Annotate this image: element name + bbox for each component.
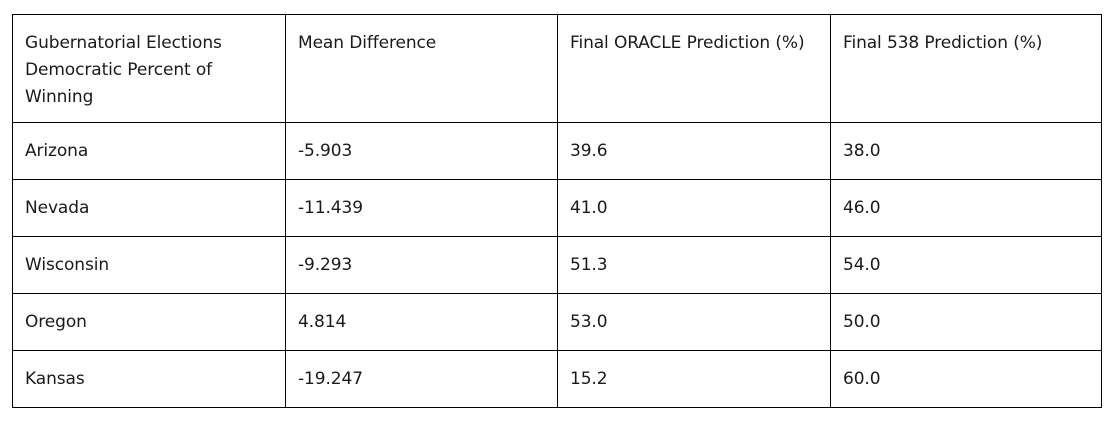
header-cell-538-prediction: Final 538 Prediction (%): [830, 14, 1102, 123]
header-cell-mean-difference: Mean Difference: [285, 14, 558, 123]
table-row: Wisconsin -9.293 51.3 54.0: [12, 236, 1102, 294]
oracle-prediction-cell: 39.6: [557, 122, 831, 180]
header-cell-oracle-prediction: Final ORACLE Prediction (%): [557, 14, 831, 123]
header-cell-election: Gubernatorial Elections Democratic Perce…: [12, 14, 286, 123]
mean-difference-cell: -5.903: [285, 122, 558, 180]
state-cell: Nevada: [12, 179, 286, 237]
mean-difference-cell: -19.247: [285, 350, 558, 408]
mean-difference-cell: -11.439: [285, 179, 558, 237]
state-cell: Arizona: [12, 122, 286, 180]
oracle-prediction-cell: 15.2: [557, 350, 831, 408]
state-cell: Oregon: [12, 293, 286, 351]
table-row: Kansas -19.247 15.2 60.0: [12, 350, 1102, 408]
538-prediction-cell: 60.0: [830, 350, 1102, 408]
538-prediction-cell: 50.0: [830, 293, 1102, 351]
table-header-row: Gubernatorial Elections Democratic Perce…: [12, 14, 1102, 123]
table-container: Gubernatorial Elections Democratic Perce…: [12, 14, 1102, 408]
mean-difference-cell: 4.814: [285, 293, 558, 351]
538-prediction-cell: 54.0: [830, 236, 1102, 294]
table-row: Arizona -5.903 39.6 38.0: [12, 122, 1102, 180]
table-row: Nevada -11.439 41.0 46.0: [12, 179, 1102, 237]
oracle-prediction-cell: 41.0: [557, 179, 831, 237]
predictions-table: Gubernatorial Elections Democratic Perce…: [12, 14, 1102, 408]
state-cell: Kansas: [12, 350, 286, 408]
538-prediction-cell: 38.0: [830, 122, 1102, 180]
table-row: Oregon 4.814 53.0 50.0: [12, 293, 1102, 351]
oracle-prediction-cell: 53.0: [557, 293, 831, 351]
538-prediction-cell: 46.0: [830, 179, 1102, 237]
mean-difference-cell: -9.293: [285, 236, 558, 294]
state-cell: Wisconsin: [12, 236, 286, 294]
oracle-prediction-cell: 51.3: [557, 236, 831, 294]
